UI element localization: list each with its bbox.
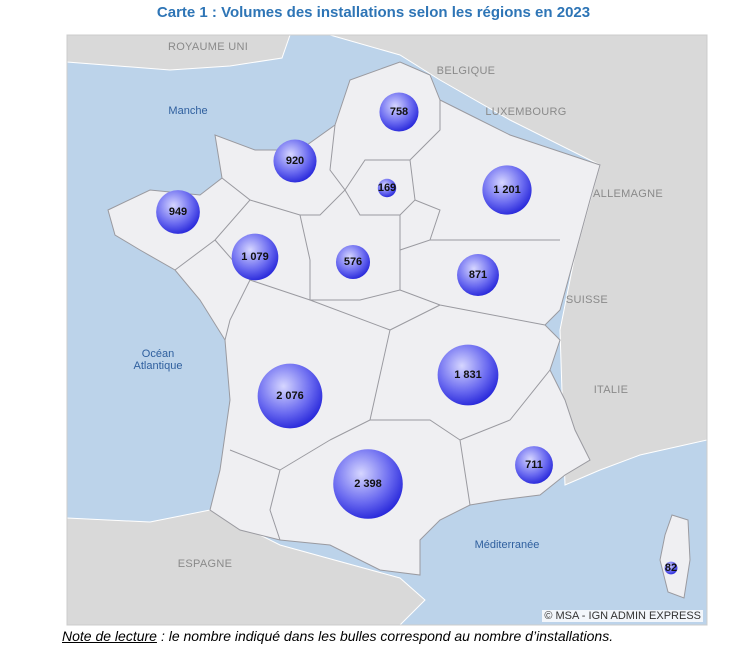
- reading-note: Note de lecture: le nombre indiqué dans …: [62, 628, 613, 644]
- bubble-label: 169: [377, 182, 397, 194]
- bubble: [231, 233, 279, 281]
- country-label: BELGIQUE: [436, 65, 496, 77]
- bubble: [437, 344, 499, 406]
- corsica: [659, 514, 691, 599]
- country-label: SUISSE: [565, 294, 609, 306]
- note-lead: Note de lecture: [62, 628, 157, 644]
- border: [249, 124, 346, 216]
- bubble: [257, 363, 323, 429]
- bubble-label: 920: [285, 155, 305, 167]
- bubble-label: 871: [468, 269, 488, 281]
- bubble-label: 2 398: [354, 478, 382, 490]
- bubble-label: 1 079: [241, 251, 269, 263]
- map-frame: [66, 34, 708, 626]
- border: [409, 100, 441, 161]
- map-credit: © MSA - IGN ADMIN EXPRESS: [542, 610, 703, 622]
- bubble: [379, 92, 419, 132]
- country-label: ROYAUME UNI: [167, 41, 249, 53]
- bubble-label: 711: [525, 459, 543, 471]
- bubble: [273, 139, 317, 183]
- country-label: LUXEMBOURG: [485, 106, 567, 118]
- border: [370, 419, 471, 506]
- bubble: [335, 244, 371, 280]
- bubble: [457, 254, 499, 296]
- bubble-label: 949: [168, 206, 188, 218]
- border: [459, 369, 551, 441]
- bubble: [515, 446, 553, 484]
- note-text: : le nombre indiqué dans les bulles corr…: [160, 628, 614, 644]
- bubble-label: 82: [664, 562, 678, 574]
- border: [279, 439, 331, 471]
- bubble: [482, 165, 532, 215]
- border: [229, 449, 281, 541]
- border: [389, 304, 441, 331]
- bubble: [664, 561, 678, 575]
- sea-label: Manche: [168, 105, 208, 117]
- bubble: [156, 190, 200, 234]
- bubble: [377, 178, 397, 198]
- country-label: ALLEMAGNE: [593, 188, 663, 200]
- country-label: ITALIE: [593, 384, 629, 396]
- bubble-label: 1 831: [454, 369, 482, 381]
- country-label: ESPAGNE: [177, 558, 233, 570]
- bubble-label: 1 201: [493, 184, 521, 196]
- sea-label: Méditerranée: [474, 539, 540, 551]
- border: [299, 214, 401, 301]
- bubble: [333, 449, 403, 519]
- bubble-label: 576: [343, 256, 363, 268]
- bubble-label: 2 076: [276, 390, 304, 402]
- france: [107, 61, 601, 576]
- sea-label: Océan Atlantique: [133, 348, 183, 372]
- bubble-label: 758: [389, 106, 409, 118]
- map-title: Carte 1 : Volumes des installations selo…: [156, 4, 591, 21]
- border: [174, 177, 251, 271]
